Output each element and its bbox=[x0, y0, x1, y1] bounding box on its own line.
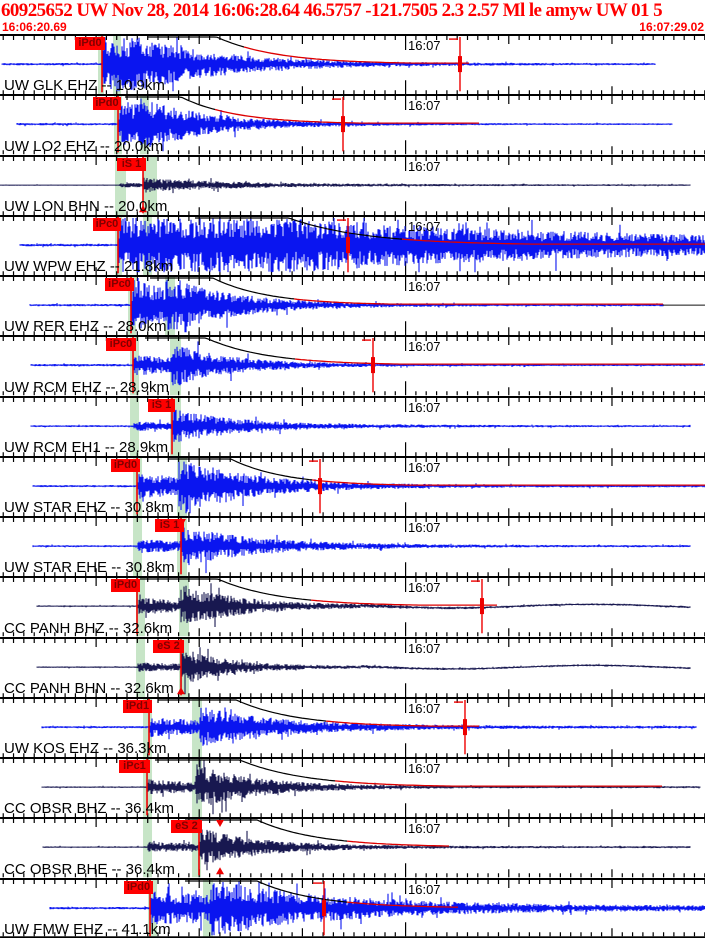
station-label: UW WPW EHZ -- 21.8km bbox=[4, 258, 174, 276]
phase-pick-flag[interactable]: iPc0 bbox=[93, 217, 121, 231]
waveform[interactable] bbox=[0, 877, 705, 938]
phase-pick-flag[interactable]: iPd1 bbox=[123, 699, 152, 713]
trace-panel[interactable]: 16:07 UW RER EHZ -- 28.0km iPc0 bbox=[0, 275, 705, 336]
station-label: UW STAR EHZ -- 30.8km bbox=[4, 499, 174, 517]
phase-pick-flag[interactable]: iPd0 bbox=[111, 458, 140, 472]
trace-panel[interactable]: 16:07 UW STAR EHZ -- 30.8km iPd0 bbox=[0, 455, 705, 517]
station-label: CC PANH BHZ -- 32.6km bbox=[4, 619, 173, 637]
time-range-row: 16:06:20.69 16:07:29.02 bbox=[0, 20, 705, 34]
window-start-time: 16:06:20.69 bbox=[2, 20, 67, 34]
waveform[interactable] bbox=[0, 154, 705, 215]
trace-panel[interactable]: 16:07 UW FMW EHZ -- 41.1km iPd0 bbox=[0, 877, 705, 938]
pick-triangle-up bbox=[177, 686, 186, 694]
waveform[interactable] bbox=[0, 696, 705, 758]
trace-panel[interactable]: 16:07 UW RCM EHZ -- 28.9km iPc0 bbox=[0, 335, 705, 396]
minute-label: 16:07 bbox=[408, 339, 441, 355]
event-header: 60925652 UW Nov 28, 2014 16:06:28.64 46.… bbox=[1, 0, 663, 21]
phase-pick-flag[interactable]: iS 1 bbox=[117, 157, 146, 171]
minute-label: 16:07 bbox=[408, 218, 441, 234]
waveform[interactable] bbox=[0, 275, 705, 336]
station-label: UW LON BHN -- 20.0km bbox=[4, 197, 168, 215]
amplitude-marker bbox=[470, 579, 484, 634]
trace-panel[interactable]: 16:07 UW KOS EHZ -- 36.3km iPd1 bbox=[0, 696, 705, 758]
phase-pick-flag[interactable]: iPd0 bbox=[124, 880, 153, 894]
amplitude-marker bbox=[448, 36, 462, 92]
waveform[interactable] bbox=[0, 335, 705, 396]
station-label: UW RER EHZ -- 28.0km bbox=[4, 318, 167, 336]
station-label: UW RCM EH1 -- 28.9km bbox=[4, 438, 169, 456]
phase-pick-flag[interactable]: eS 2 bbox=[153, 639, 184, 653]
minute-label: 16:07 bbox=[408, 98, 441, 114]
phase-window-band bbox=[143, 698, 153, 758]
phase-pick-flag[interactable]: iS 1 bbox=[155, 519, 184, 533]
window-end-time: 16:07:29.02 bbox=[639, 20, 704, 34]
waveform[interactable] bbox=[0, 817, 705, 878]
station-label: UW FMW EHZ -- 41.1km bbox=[4, 920, 171, 938]
trace-panel[interactable]: 16:07 UW GLK EHZ -- 10.9km iPd0 bbox=[0, 34, 705, 95]
phase-pick-flag[interactable]: iPd0 bbox=[75, 37, 105, 50]
amplitude-marker bbox=[337, 217, 351, 273]
pick-triangle-up bbox=[139, 204, 148, 212]
phase-pick-flag[interactable]: iS 1 bbox=[148, 398, 175, 412]
waveform[interactable] bbox=[0, 34, 705, 95]
trace-panel[interactable]: 16:07 UW LON BHN -- 20.0km iS 1 bbox=[0, 154, 705, 215]
minute-label: 16:07 bbox=[408, 279, 441, 295]
phase-pick-flag[interactable]: iPd0 bbox=[111, 579, 140, 593]
minute-label: 16:07 bbox=[408, 821, 441, 837]
minute-label: 16:07 bbox=[408, 640, 441, 656]
station-label: UW GLK EHZ -- 10.9km bbox=[4, 77, 165, 95]
waveform[interactable] bbox=[0, 576, 705, 637]
minute-label: 16:07 bbox=[408, 520, 441, 536]
station-label: UW RCM EHZ -- 28.9km bbox=[4, 378, 169, 396]
station-label: UW LO2 EHZ -- 20.0km bbox=[4, 137, 164, 155]
minute-label: 16:07 bbox=[408, 761, 441, 777]
station-label: CC PANH BHN -- 32.6km bbox=[4, 679, 174, 697]
minute-label: 16:07 bbox=[408, 459, 441, 475]
amplitude-marker bbox=[453, 699, 467, 755]
trace-panel[interactable]: 16:07 CC OBSR BHE -- 36.4km eS 2 bbox=[0, 817, 705, 878]
station-label: UW KOS EHZ -- 36.3km bbox=[4, 740, 167, 758]
minute-label: 16:07 bbox=[408, 881, 441, 897]
trace-panel[interactable]: 16:07 UW LO2 EHZ -- 20.0km iPd0 bbox=[0, 94, 705, 155]
amplitude-marker bbox=[332, 97, 346, 152]
minute-label: 16:07 bbox=[408, 38, 441, 53]
pick-triangle-down bbox=[216, 820, 225, 828]
waveform[interactable] bbox=[0, 757, 705, 818]
amplitude-marker bbox=[309, 458, 323, 514]
waveform[interactable] bbox=[0, 516, 705, 577]
station-label: UW STAR EHE -- 30.8km bbox=[4, 559, 175, 577]
waveform[interactable] bbox=[0, 94, 705, 155]
station-label: CC OBSR BHE -- 36.4km bbox=[4, 860, 175, 878]
trace-panel[interactable]: 16:07 UW RCM EH1 -- 28.9km iS 1 bbox=[0, 395, 705, 456]
amplitude-marker bbox=[361, 338, 375, 393]
trace-panel[interactable]: 16:07 CC PANH BHZ -- 32.6km iPd0 bbox=[0, 576, 705, 637]
minute-label: 16:07 bbox=[408, 700, 441, 716]
phase-pick-flag[interactable]: iPc0 bbox=[105, 278, 134, 292]
phase-pick-flag[interactable]: iPd0 bbox=[93, 97, 121, 111]
pick-triangle-up bbox=[216, 867, 225, 875]
phase-window-band bbox=[98, 35, 105, 95]
waveform[interactable] bbox=[0, 636, 705, 697]
minute-label: 16:07 bbox=[408, 158, 441, 174]
phase-pick-flag[interactable]: iPc0 bbox=[106, 338, 136, 352]
trace-panel[interactable]: 16:07 UW STAR EHE -- 30.8km iS 1 bbox=[0, 516, 705, 577]
amplitude-marker bbox=[313, 880, 327, 936]
waveform[interactable] bbox=[0, 455, 705, 517]
trace-panel[interactable]: 16:07 UW WPW EHZ -- 21.8km iPc0 bbox=[0, 214, 705, 276]
minute-label: 16:07 bbox=[408, 399, 441, 415]
waveform[interactable] bbox=[0, 214, 705, 276]
station-label: CC OBSR BHZ -- 36.4km bbox=[4, 800, 175, 818]
trace-panel[interactable]: 16:07 CC PANH BHN -- 32.6km eS 2 bbox=[0, 636, 705, 697]
phase-pick-flag[interactable]: iPc1 bbox=[119, 760, 150, 774]
trace-panel[interactable]: 16:07 CC OBSR BHZ -- 36.4km iPc1 bbox=[0, 757, 705, 818]
phase-pick-flag[interactable]: eS 2 bbox=[171, 820, 202, 834]
minute-label: 16:07 bbox=[408, 580, 441, 596]
